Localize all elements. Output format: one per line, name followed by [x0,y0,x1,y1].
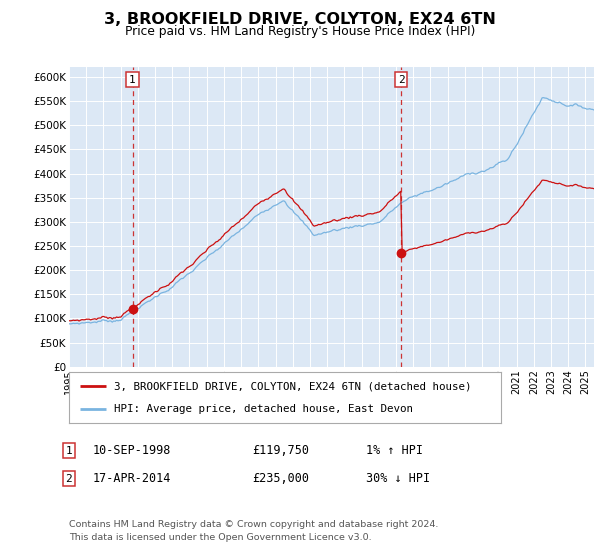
Text: HPI: Average price, detached house, East Devon: HPI: Average price, detached house, East… [115,404,413,414]
Text: 3, BROOKFIELD DRIVE, COLYTON, EX24 6TN: 3, BROOKFIELD DRIVE, COLYTON, EX24 6TN [104,12,496,27]
Text: 2: 2 [65,474,73,484]
Text: 1: 1 [129,74,136,85]
Text: This data is licensed under the Open Government Licence v3.0.: This data is licensed under the Open Gov… [69,533,371,542]
Text: 1% ↑ HPI: 1% ↑ HPI [366,444,423,458]
Text: 2: 2 [398,74,404,85]
Text: £235,000: £235,000 [252,472,309,486]
Text: Contains HM Land Registry data © Crown copyright and database right 2024.: Contains HM Land Registry data © Crown c… [69,520,439,529]
Text: 1: 1 [65,446,73,456]
Text: Price paid vs. HM Land Registry's House Price Index (HPI): Price paid vs. HM Land Registry's House … [125,25,475,38]
Text: 30% ↓ HPI: 30% ↓ HPI [366,472,430,486]
Text: £119,750: £119,750 [252,444,309,458]
Text: 10-SEP-1998: 10-SEP-1998 [93,444,172,458]
Text: 17-APR-2014: 17-APR-2014 [93,472,172,486]
Text: 3, BROOKFIELD DRIVE, COLYTON, EX24 6TN (detached house): 3, BROOKFIELD DRIVE, COLYTON, EX24 6TN (… [115,381,472,391]
